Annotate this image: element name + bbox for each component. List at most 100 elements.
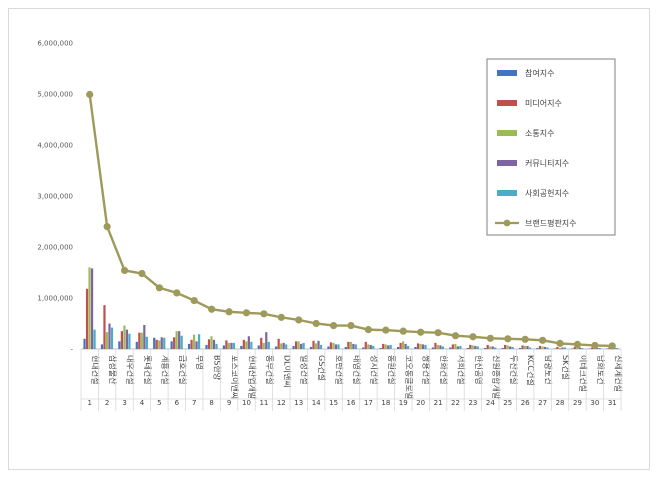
bar-5 [511, 346, 514, 349]
bar-3 [105, 332, 109, 349]
bar-1 [606, 348, 609, 349]
bar-5 [302, 342, 305, 349]
rank-label: 18 [381, 399, 390, 407]
line-point [242, 309, 251, 317]
line-point [364, 326, 373, 334]
bar-2 [207, 339, 211, 349]
rank-label: 11 [259, 399, 268, 407]
bar-1 [222, 345, 225, 349]
bar-4 [474, 345, 477, 349]
category-label: 포스코이앤씨 [230, 355, 240, 399]
rank-label: 8 [209, 399, 213, 407]
bar-1 [100, 344, 104, 349]
line-point [417, 328, 425, 336]
legend-marker [503, 219, 511, 227]
bar-5 [215, 343, 218, 349]
bar-3 [314, 343, 318, 349]
bar-4 [561, 347, 564, 349]
legend-label: 커뮤니티지수 [525, 158, 569, 168]
line-point [469, 333, 477, 341]
legend-label: 미디어지수 [525, 98, 562, 108]
line-point [173, 289, 181, 297]
bar-1 [466, 347, 469, 349]
bar-5 [424, 344, 427, 349]
y-tick-label: 5,000,000 [37, 91, 73, 99]
bar-1 [449, 347, 452, 349]
line-point [591, 341, 599, 350]
y-tick-label: - [70, 346, 73, 354]
brand-reputation-chart: - 1,000,000 2,000,000 3,000,000 4,000,000 5,0… [37, 40, 623, 411]
bar-1 [501, 347, 504, 349]
bar-2 [138, 332, 141, 349]
bar-5 [598, 347, 601, 349]
category-label: 한화건설 [439, 355, 449, 384]
line-point [329, 321, 338, 330]
bar-2 [294, 341, 298, 349]
bar-3 [523, 345, 527, 349]
chart-frame: - 1,000,000 2,000,000 3,000,000 4,000,000 5,0… [8, 8, 650, 470]
bar-1 [571, 348, 574, 349]
bar-5 [93, 329, 96, 349]
rank-label: 31 [608, 399, 617, 407]
category-label: 신세계건설 [613, 355, 623, 392]
line-point [103, 223, 111, 231]
bar-3 [402, 341, 405, 349]
category-label: 일성건설 [300, 355, 310, 384]
category-label: 동부건설 [265, 355, 275, 384]
bar-5 [250, 341, 253, 349]
bar-2 [434, 342, 437, 349]
line-point [451, 332, 460, 340]
bar-4 [526, 345, 529, 349]
category-label: 성지건설 [369, 355, 379, 384]
category-label: KCC건설 [526, 355, 536, 386]
legend-label: 소통지수 [525, 129, 554, 138]
rank-label: 3 [122, 399, 126, 407]
rank-label: 24 [486, 399, 495, 407]
bar-3 [297, 341, 300, 349]
bar-3 [349, 341, 352, 349]
bar-5 [372, 345, 375, 349]
bar-1 [414, 346, 417, 349]
rank-label: 15 [329, 399, 338, 407]
rank-label: 20 [416, 399, 425, 407]
line-point [225, 308, 233, 316]
rank-label: 29 [573, 399, 582, 407]
line-point [504, 335, 512, 343]
bar-1 [309, 346, 313, 349]
bar-3 [558, 347, 561, 349]
bar-2 [347, 341, 350, 349]
bar-1 [362, 347, 365, 349]
bar-3 [280, 343, 283, 349]
bar-1 [327, 346, 330, 349]
line-point [155, 284, 163, 292]
line-point [208, 305, 216, 313]
line-point [277, 313, 285, 321]
rank-label: 17 [364, 399, 373, 407]
bar-2 [382, 343, 385, 349]
category-label: DL이앤씨 [282, 355, 292, 388]
bar-5 [581, 347, 584, 349]
bar-5 [389, 344, 392, 349]
bar-1 [588, 348, 591, 349]
legend-label: 사회공헌지수 [525, 189, 569, 198]
bar-2 [538, 345, 542, 349]
line-point [382, 326, 390, 334]
legend-box [486, 58, 616, 236]
bar-2 [556, 346, 559, 349]
bar-2 [103, 305, 106, 349]
category-label: 롯데건설 [143, 355, 153, 384]
bar-3 [436, 344, 440, 349]
bar-4 [456, 346, 459, 349]
bar-3 [471, 345, 474, 349]
bar-5 [616, 347, 619, 349]
y-tick-label: 6,000,000 [37, 40, 73, 48]
bar-5 [546, 347, 549, 349]
bar-3 [175, 331, 178, 349]
bar-4 [404, 343, 407, 349]
category-label: 삼성물산 [108, 355, 118, 385]
bar-3 [332, 342, 335, 349]
bar-2 [416, 343, 420, 349]
rank-label: 12 [277, 399, 286, 407]
line-point [486, 334, 494, 342]
bar-2 [521, 345, 524, 349]
